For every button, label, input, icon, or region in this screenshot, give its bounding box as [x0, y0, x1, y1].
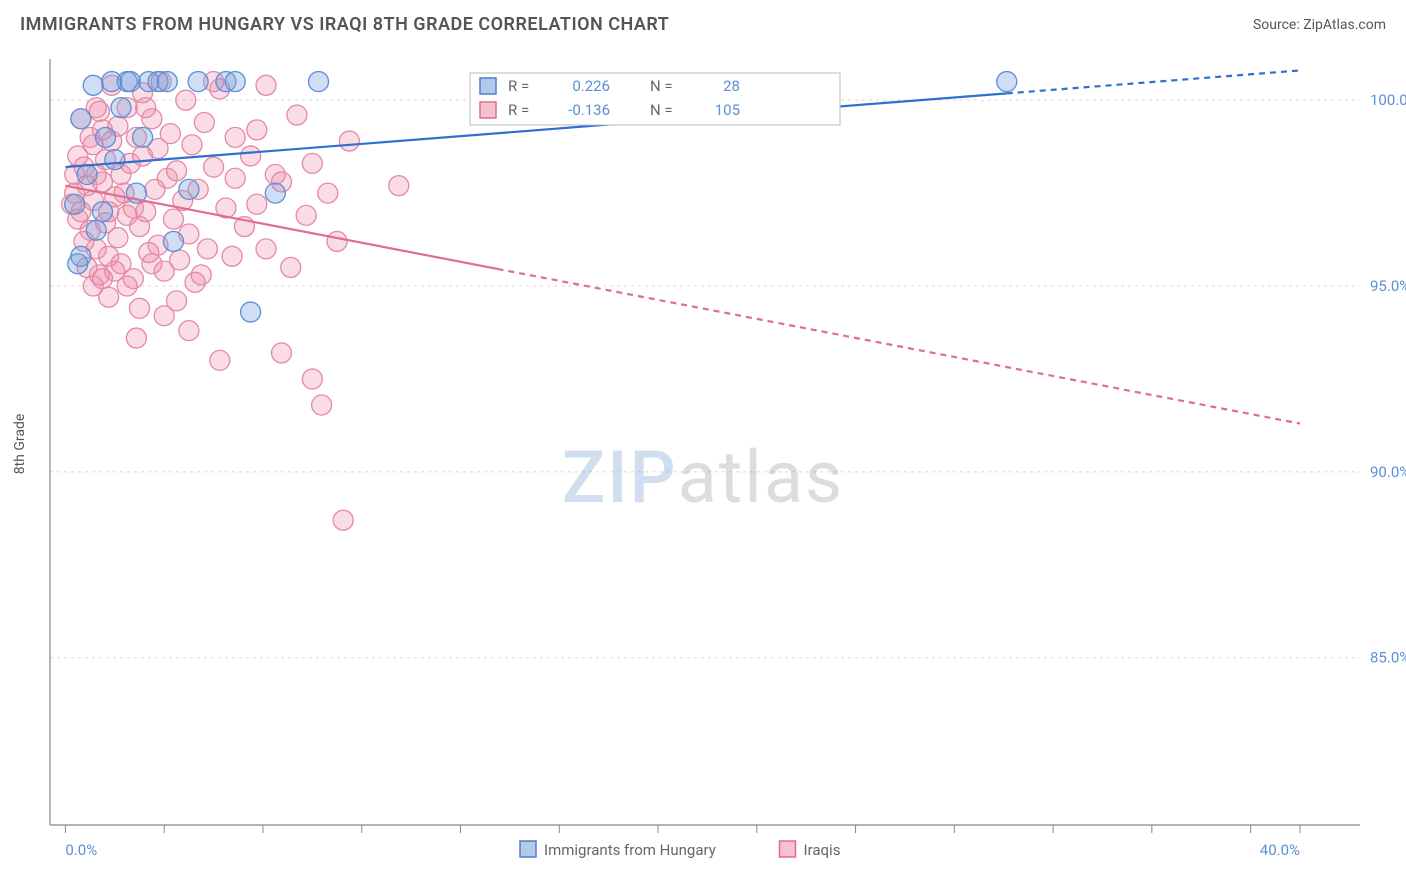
- svg-text:N =: N =: [650, 101, 673, 119]
- svg-text:40.0%: 40.0%: [1260, 841, 1300, 859]
- svg-text:0.226: 0.226: [572, 77, 610, 95]
- source-label: Source: ZipAtlas.com: [1253, 17, 1386, 33]
- scatter-chart: 85.0% 90.0% 95.0% 100.0% 0.0% 40.0% 8th Grade R…: [0, 45, 1406, 885]
- svg-text:R =: R =: [508, 77, 529, 95]
- svg-text:105: 105: [715, 101, 740, 119]
- svg-text:Immigrants from Hungary: Immigrants from Hungary: [544, 841, 716, 859]
- svg-text:8th Grade: 8th Grade: [12, 414, 28, 475]
- svg-text:95.0%: 95.0%: [1370, 277, 1406, 295]
- svg-text:N =: N =: [650, 77, 673, 95]
- svg-text:0.0%: 0.0%: [65, 841, 97, 859]
- svg-text:-0.136: -0.136: [568, 101, 610, 119]
- svg-text:90.0%: 90.0%: [1370, 463, 1406, 481]
- svg-text:R =: R =: [508, 101, 529, 119]
- svg-text:28: 28: [723, 77, 740, 95]
- svg-text:100.0%: 100.0%: [1370, 91, 1406, 109]
- svg-text:Iraqis: Iraqis: [804, 841, 841, 859]
- chart-title: IMMIGRANTS FROM HUNGARY VS IRAQI 8TH GRA…: [20, 14, 669, 35]
- svg-text:85.0%: 85.0%: [1370, 649, 1406, 667]
- chart-area: 85.0% 90.0% 95.0% 100.0% 0.0% 40.0% 8th Grade R…: [0, 45, 1406, 885]
